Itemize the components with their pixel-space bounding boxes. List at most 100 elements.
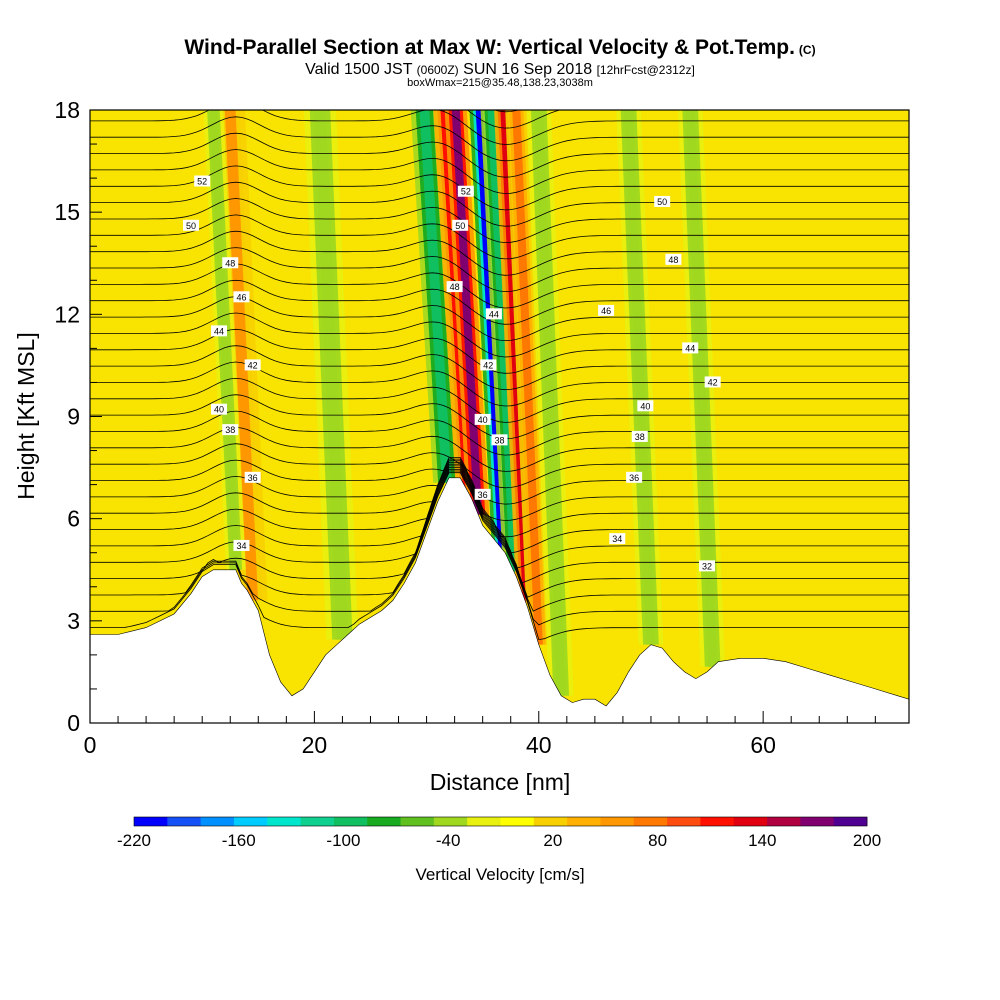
contour-label: 38 — [222, 424, 239, 436]
svg-text:42: 42 — [248, 360, 258, 370]
contour-label: 40 — [637, 400, 654, 412]
velocity-band — [451, 110, 483, 515]
velocity-plume — [444, 110, 490, 515]
velocity-plume — [303, 110, 359, 640]
svg-text:40: 40 — [478, 415, 488, 425]
contour-label: 42 — [244, 359, 261, 371]
chart-title-text: Wind-Parallel Section at Max W: Vertical… — [184, 36, 795, 59]
colorbar-swatch — [267, 817, 301, 826]
box-info: boxWmax=215@35.48,138.23,3038m — [407, 77, 593, 89]
contour-label: 34 — [609, 533, 626, 545]
theta-contour — [466, 110, 561, 129]
svg-text:52: 52 — [461, 187, 471, 197]
chart-title: Wind-Parallel Section at Max W: Vertical… — [0, 36, 1000, 60]
svg-text:44: 44 — [214, 326, 224, 336]
theta-contour — [90, 460, 909, 538]
contour-label: 50 — [654, 195, 671, 207]
theta-contour — [90, 443, 909, 489]
theta-contour — [90, 296, 909, 342]
theta-contour — [90, 458, 909, 521]
contour-label: 52 — [457, 185, 474, 197]
x-tick-label: 60 — [750, 732, 776, 758]
theta-contour — [90, 247, 909, 293]
valid-time: Valid 1500 JST — [305, 61, 413, 78]
svg-text:32: 32 — [702, 561, 712, 571]
y-tick-label: 18 — [54, 97, 80, 123]
x-tick-label: 20 — [302, 732, 328, 758]
colorbar-swatch — [833, 817, 868, 826]
svg-text:42: 42 — [708, 377, 718, 387]
velocity-plume — [616, 110, 664, 645]
theta-contour — [90, 110, 909, 145]
theta-contour — [90, 468, 909, 612]
theta-contour — [90, 472, 909, 641]
contour-label: 44 — [682, 342, 699, 354]
theta-contour — [90, 165, 909, 211]
theta-contour — [90, 470, 909, 626]
svg-text:52: 52 — [197, 177, 207, 187]
contour-label: 34 — [233, 539, 250, 551]
valid-date: SUN 16 Sep 2018 — [463, 61, 593, 78]
contour-label: 48 — [222, 257, 239, 269]
theta-contour — [90, 230, 909, 276]
colorbar-swatch — [600, 817, 635, 826]
contour-label: 38 — [491, 434, 508, 446]
colorbar-swatch — [400, 817, 435, 826]
theta-contour — [90, 463, 909, 569]
theta-contour — [90, 149, 909, 194]
contour-label: 50 — [182, 219, 199, 231]
contour-label: 52 — [194, 175, 211, 187]
contour-label: 46 — [233, 291, 250, 303]
colorbar-swatch — [733, 817, 768, 826]
svg-text:38: 38 — [635, 432, 645, 442]
colorbar-frame — [133, 816, 868, 827]
y-tick-label: 6 — [67, 506, 80, 532]
velocity-plume — [677, 110, 726, 667]
terrain — [90, 477, 909, 723]
velocity-band — [209, 110, 240, 570]
colorbar-title: Vertical Velocity [cm/s] — [415, 865, 584, 884]
svg-text:50: 50 — [455, 221, 465, 231]
colorbar-swatch — [200, 817, 235, 826]
colorbar-swatch — [167, 817, 202, 826]
colorbar-tick-label: -100 — [326, 831, 360, 850]
colorbar-swatch — [500, 817, 535, 826]
contour-label: 32 — [699, 560, 716, 572]
x-axis-title: Distance [nm] — [430, 769, 571, 795]
colorbar-swatch — [467, 817, 501, 826]
forecast-info: [12hrFcst@2312z] — [596, 63, 695, 77]
velocity-plume — [203, 110, 246, 570]
svg-text:34: 34 — [612, 534, 622, 544]
svg-text:44: 44 — [489, 309, 499, 319]
svg-text:50: 50 — [186, 221, 196, 231]
theta-contour — [90, 361, 909, 407]
colorbar-swatch — [633, 817, 668, 826]
colorbar-swatch — [800, 817, 835, 826]
svg-text:48: 48 — [225, 258, 235, 268]
velocity-plume — [526, 110, 574, 696]
contour-label: 44 — [485, 308, 502, 320]
contour-label: 50 — [452, 219, 469, 231]
theta-contour — [90, 377, 909, 423]
contour-label: 44 — [211, 325, 228, 337]
svg-text:36: 36 — [478, 490, 488, 500]
contour-label: 42 — [480, 359, 497, 371]
contour-label: 48 — [446, 281, 463, 293]
colorbar-tick-label: -160 — [222, 831, 256, 850]
theta-contour — [90, 279, 909, 325]
colorbar-swatch — [134, 817, 168, 826]
theta-contour — [90, 465, 909, 584]
theta-contour — [90, 312, 909, 358]
theta-contour — [493, 110, 520, 113]
svg-text:46: 46 — [601, 306, 611, 316]
contour-label: 36 — [244, 471, 261, 483]
svg-text:48: 48 — [668, 255, 678, 265]
colorbar-swatch — [433, 817, 468, 826]
theta-contour — [90, 132, 909, 178]
colorbar-swatch — [333, 817, 368, 826]
y-tick-label: 9 — [67, 404, 80, 430]
svg-text:36: 36 — [629, 473, 639, 483]
theta-contour — [90, 198, 909, 244]
y-tick-label: 3 — [67, 608, 80, 634]
